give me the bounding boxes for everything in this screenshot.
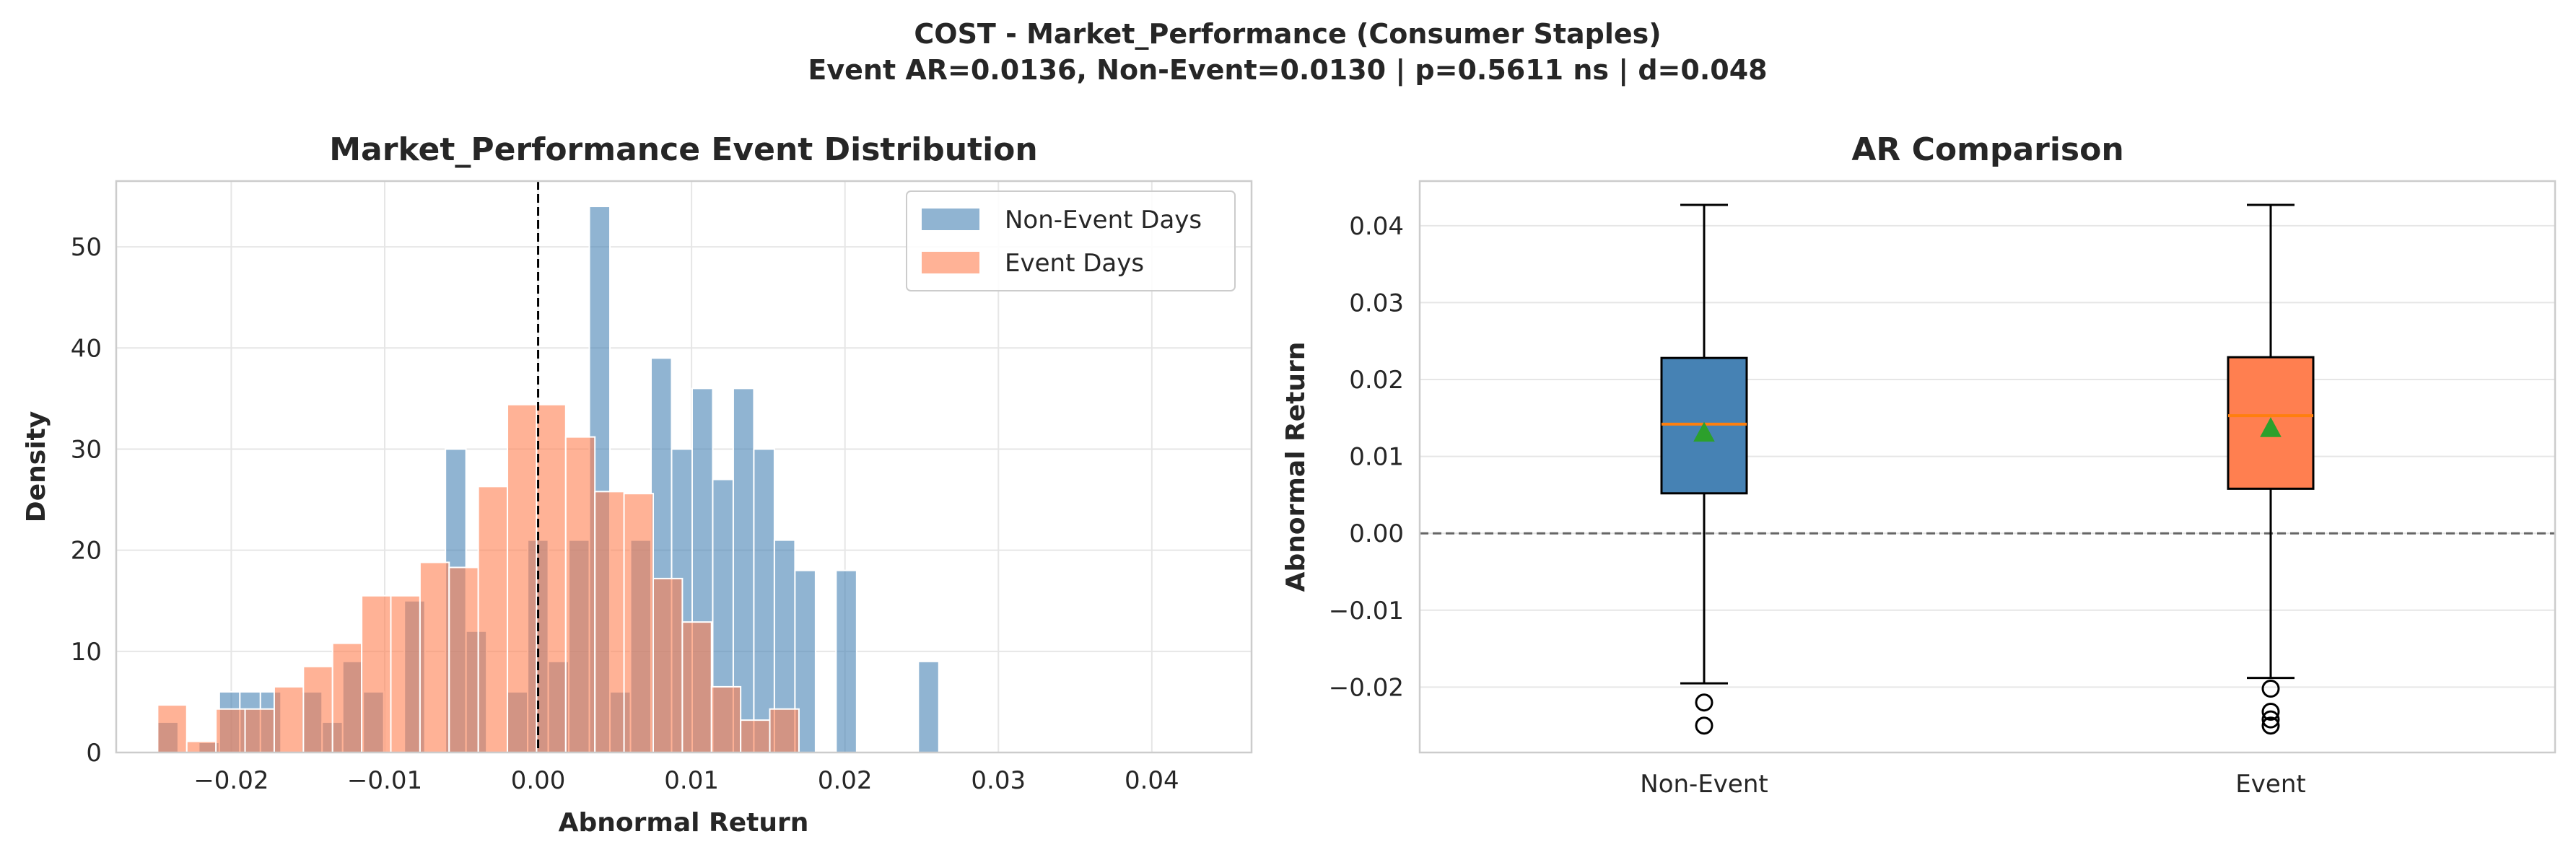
histogram-bar-event	[652, 577, 684, 753]
boxplot-plot-area	[1420, 181, 2555, 752]
suptitle-line1: COST - Market_Performance (Consumer Stap…	[914, 18, 1661, 50]
histogram-bar-event	[623, 493, 654, 753]
boxplot-tick-labels: −0.02 −0.01 0.00 0.01 0.02 0.03 0.04 Non-Event E…	[1329, 212, 2306, 799]
histogram-bar-non-event	[753, 448, 775, 754]
histogram-axes: Market_Performance Event Distribution −0…	[22, 131, 1253, 838]
histogram-title: Market_Performance Event Distribution	[329, 131, 1037, 168]
histogram-bar-event	[536, 403, 567, 753]
histogram-bar-event	[419, 561, 450, 754]
boxplot-ylabel: Abnormal Return	[1281, 342, 1311, 592]
histogram-xtick-label: 0.02	[818, 766, 873, 795]
histogram-ytick-label: 0	[86, 739, 102, 768]
histogram-bar-event	[507, 403, 538, 753]
histogram-xtick-label: 0.00	[511, 766, 566, 795]
boxplot-axes: AR Comparison −0.02 −0.01 0.00 0.01 0.02 0.03…	[1281, 131, 2557, 799]
histogram-xlabel: Abnormal Return	[559, 808, 809, 838]
boxplot-title: AR Comparison	[1851, 131, 2123, 168]
boxplot-frame	[1418, 180, 2557, 754]
boxplot-outlier-event	[2261, 703, 2280, 721]
histogram-bar-non-event	[794, 569, 816, 753]
boxplot-ytick-label: 0.03	[1349, 289, 1404, 317]
histogram-xtick-label: 0.03	[971, 766, 1026, 795]
boxplot-mean-marker-non-event	[1693, 421, 1715, 442]
histogram-bar-event	[244, 708, 275, 753]
histogram-ytick-label: 20	[71, 537, 102, 566]
boxplot-ytick-label: 0.04	[1349, 212, 1404, 241]
boxplot-outlier-non-event	[1695, 693, 1713, 712]
histogram-bar-event	[681, 621, 712, 754]
histogram-bar-event	[157, 704, 188, 754]
boxplot-boxes	[1660, 203, 2315, 735]
boxplot-xtick-label: Non-Event	[1640, 770, 1768, 799]
boxplot-outlier-event	[2261, 680, 2280, 698]
histogram-bar-event	[302, 665, 333, 753]
histogram-ytick-label: 40	[71, 334, 102, 363]
histogram-bar-event	[769, 708, 800, 753]
histogram-xtick-label: −0.02	[193, 766, 268, 795]
boxplot-outlier-event	[2261, 710, 2280, 729]
histogram-bar-event	[215, 708, 246, 753]
boxplot-outlier-non-event	[1695, 716, 1713, 735]
legend-label-event: Event Days	[1005, 249, 1144, 278]
histogram-frame	[115, 180, 1253, 754]
histogram-ytick-label: 10	[71, 638, 102, 667]
boxplot-mean-marker-event	[2260, 417, 2282, 437]
boxplot-xtick-label: Event	[2235, 770, 2305, 799]
legend-box	[906, 190, 1236, 291]
histogram-bar-event	[477, 486, 509, 754]
histogram-bar-non-event	[917, 660, 940, 753]
histogram-bar-event	[273, 685, 305, 753]
histogram-ytick-label: 30	[71, 435, 102, 464]
suptitle-line2: Event AR=0.0136, Non-Event=0.0130 | p=0.…	[808, 54, 1767, 87]
histogram-bar-event	[185, 740, 217, 754]
boxplot-ytick-label: −0.02	[1329, 673, 1404, 702]
histogram-ylabel: Density	[22, 411, 51, 522]
histogram-bar-event	[448, 566, 479, 754]
boxplot-ytick-label: 0.02	[1349, 366, 1404, 395]
histogram-bar-non-event	[835, 569, 857, 753]
boxplot-ytick-label: −0.01	[1329, 597, 1404, 626]
legend-swatch-non-event	[922, 209, 979, 230]
histogram-bar-event	[390, 594, 421, 753]
histogram-xtick-label: −0.01	[347, 766, 422, 795]
histogram-bars	[157, 206, 940, 754]
histogram-bar-event	[740, 719, 771, 754]
histogram-ytick-label: 50	[71, 233, 102, 262]
histogram-xtick-label: 0.01	[664, 766, 719, 795]
boxplot-ytick-label: 0.01	[1349, 443, 1404, 472]
histogram-legend: Non-Event Days Event Days	[906, 190, 1236, 291]
histogram-bar-event	[564, 436, 596, 753]
histogram-bar-event	[594, 491, 625, 754]
histogram-tick-labels: −0.02 −0.01 0.00 0.01 0.02 0.03 0.04 0 10 20 30 40 5…	[71, 233, 1179, 795]
histogram-bar-event	[361, 594, 392, 753]
histogram-xtick-label: 0.04	[1125, 766, 1179, 795]
histogram-bar-event	[331, 642, 363, 753]
boxplot-outlier-event	[2261, 716, 2280, 735]
legend-label-non-event: Non-Event Days	[1005, 206, 1202, 234]
legend-swatch-event	[922, 252, 979, 273]
boxplot-ytick-label: 0.00	[1349, 519, 1404, 548]
histogram-bar-event	[710, 685, 742, 753]
